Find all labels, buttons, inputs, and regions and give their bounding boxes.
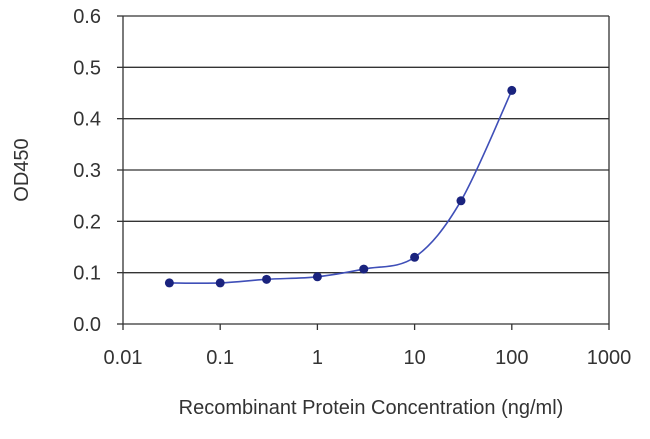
y-tick-label-0.6: 0.6 — [73, 6, 101, 28]
x-tick-label-10: 10 — [403, 347, 425, 369]
x-tick-label-1: 1 — [312, 347, 323, 369]
data-point-7 — [507, 85, 517, 95]
y-tick-label-0.5: 0.5 — [73, 57, 101, 79]
data-point-1 — [215, 278, 225, 288]
data-point-5 — [410, 252, 420, 262]
y-tick-label-0.4: 0.4 — [73, 109, 101, 131]
y-tick-label-0.0: 0.0 — [73, 314, 101, 336]
y-tick-label-0.3: 0.3 — [73, 160, 101, 182]
x-axis-title: Recombinant Protein Concentration (ng/ml… — [179, 397, 564, 419]
tick-labels: 0.0 0.1 0.2 0.3 0.4 0.5 0.6 0.01 0.1 1 10 100 1000 — [73, 6, 631, 369]
data-point-4 — [359, 264, 369, 274]
y-tick-label-0.2: 0.2 — [73, 211, 101, 233]
data-point-6 — [456, 196, 466, 206]
x-tick-label-0.1: 0.1 — [206, 347, 234, 369]
y-tick-label-0.1: 0.1 — [73, 263, 101, 285]
x-tick-label-0.01: 0.01 — [104, 347, 143, 369]
axes — [117, 15, 610, 330]
points-layer — [164, 85, 517, 288]
y-axis-title: OD450 — [11, 138, 33, 201]
x-tick-label-100: 100 — [495, 347, 528, 369]
data-point-3 — [312, 272, 322, 282]
gridlines — [123, 15, 609, 274]
data-point-0 — [164, 278, 174, 288]
x-tick-label-1000: 1000 — [587, 347, 632, 369]
data-point-2 — [262, 274, 272, 284]
